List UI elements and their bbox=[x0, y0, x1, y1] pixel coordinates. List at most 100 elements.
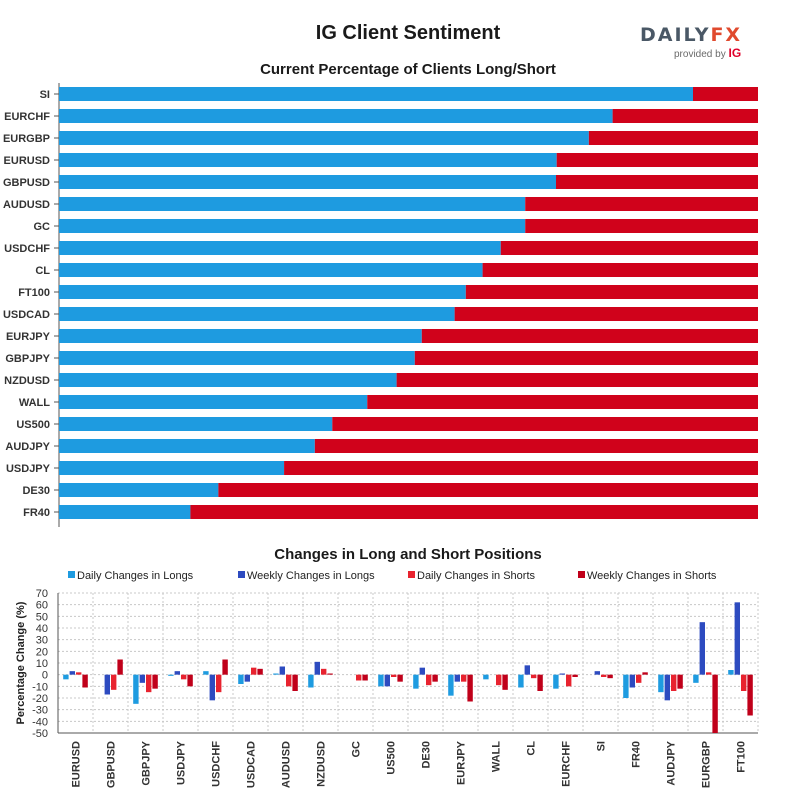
logo-word-accent: FX bbox=[710, 24, 743, 46]
bar-eurchf-s0 bbox=[553, 674, 559, 689]
bar-eurusd-s1 bbox=[69, 671, 75, 675]
chart2-xtick-label: FR40 bbox=[631, 741, 643, 768]
bar-audusd-s3 bbox=[292, 674, 298, 691]
bar-fr40-s2 bbox=[636, 674, 642, 683]
chart1-tick-label: CL bbox=[35, 265, 50, 277]
bar-eurusd-s0 bbox=[63, 674, 69, 680]
chart1-tick-label: SI bbox=[40, 89, 50, 101]
bar-gbpjpy-s3 bbox=[152, 674, 158, 689]
bar-fr40-s1 bbox=[629, 674, 635, 688]
bar-short-nzdusd bbox=[396, 373, 758, 387]
bar-nzdusd-s2 bbox=[321, 668, 327, 675]
bar-short-eurchf bbox=[612, 109, 758, 123]
legend-label: Weekly Changes in Shorts bbox=[587, 570, 717, 582]
chart2-xtick-label: GBPUSD bbox=[106, 741, 118, 788]
chart2-xtick-label: FT100 bbox=[736, 741, 748, 773]
bar-usdchf-s2 bbox=[216, 674, 222, 693]
chart1-tick-label: NZDUSD bbox=[4, 375, 50, 387]
chart1-tick-label: AUDJPY bbox=[5, 441, 50, 453]
legend-swatch bbox=[408, 571, 415, 578]
bar-ft100-s1 bbox=[734, 602, 740, 675]
chart2-ytick-label: 70 bbox=[36, 588, 48, 600]
chart2-xtick-label: CL bbox=[526, 741, 538, 756]
chart2-ytick-label: 10 bbox=[36, 658, 48, 670]
bar-short-gbpusd bbox=[555, 175, 758, 189]
chart2-ytick-label: -50 bbox=[32, 728, 48, 740]
bar-usdjpy-s2 bbox=[181, 674, 187, 680]
logo-provided-by: provided by IG bbox=[674, 46, 741, 60]
bar-short-eurjpy bbox=[421, 329, 758, 343]
bar-usdcad-s1 bbox=[244, 674, 250, 682]
bar-de30-s3 bbox=[432, 674, 438, 682]
bar-short-audjpy bbox=[314, 439, 758, 453]
chart2-title: Changes in Long and Short Positions bbox=[274, 546, 542, 563]
bar-long-usdchf bbox=[59, 241, 501, 255]
bar-usdchf-s1 bbox=[209, 674, 215, 701]
bar-gbpjpy-s0 bbox=[133, 674, 139, 704]
bar-gc-s3 bbox=[362, 674, 368, 681]
bar-short-eurusd bbox=[556, 153, 758, 167]
bar-ft100-s2 bbox=[741, 674, 747, 691]
chart2-xtick-label: GBPJPY bbox=[141, 740, 153, 785]
chart1-tick-label: USDJPY bbox=[6, 463, 51, 475]
bar-short-ft100 bbox=[465, 285, 758, 299]
bar-de30-s1 bbox=[419, 667, 425, 675]
long-short-percentage-chart: Current Percentage of Clients Long/Short… bbox=[3, 61, 759, 527]
chart2-xtick-label: US500 bbox=[386, 741, 398, 775]
chart2-ytick-label: 30 bbox=[36, 635, 48, 647]
legend-label: Daily Changes in Shorts bbox=[417, 570, 536, 582]
chart2-xtick-label: DE30 bbox=[421, 741, 433, 769]
bar-gbpusd-s2 bbox=[111, 674, 117, 690]
bar-long-us500 bbox=[59, 417, 333, 431]
chart1-tick-label: GC bbox=[34, 221, 51, 233]
bar-gbpusd-s3 bbox=[117, 659, 123, 675]
bar-audjpy-s2 bbox=[671, 674, 677, 691]
legend-swatch bbox=[68, 571, 75, 578]
bar-long-gbpusd bbox=[59, 175, 556, 189]
chart1-title: Current Percentage of Clients Long/Short bbox=[260, 61, 556, 78]
bar-usdjpy-s1 bbox=[174, 671, 180, 675]
bar-long-fr40 bbox=[59, 505, 191, 519]
bar-usdcad-s3 bbox=[257, 668, 263, 675]
bar-short-si bbox=[692, 87, 758, 101]
bar-eurusd-s2 bbox=[76, 672, 82, 675]
chart2-ytick-label: 50 bbox=[36, 611, 48, 623]
bar-audjpy-s1 bbox=[664, 674, 670, 701]
bar-audjpy-s0 bbox=[658, 674, 664, 693]
bar-nzdusd-s1 bbox=[314, 661, 320, 675]
bar-long-gbpjpy bbox=[59, 351, 415, 365]
bar-long-wall bbox=[59, 395, 368, 409]
logo-word-main: DAILY bbox=[640, 24, 711, 46]
bar-de30-s0 bbox=[413, 674, 419, 689]
bar-us500-s3 bbox=[397, 674, 403, 682]
bar-long-eurjpy bbox=[59, 329, 422, 343]
legend-swatch bbox=[238, 571, 245, 578]
chart2-xtick-label: EURUSD bbox=[71, 741, 83, 788]
bar-gbpusd-s1 bbox=[104, 674, 110, 695]
legend-label: Weekly Changes in Longs bbox=[247, 570, 375, 582]
bar-si-s1 bbox=[594, 671, 600, 675]
chart2-ytick-label: -30 bbox=[32, 705, 48, 717]
chart1-tick-label: GBPJPY bbox=[5, 353, 50, 365]
bar-short-gbpjpy bbox=[414, 351, 758, 365]
chart1-tick-label: GBPUSD bbox=[3, 177, 50, 189]
bar-long-nzdusd bbox=[59, 373, 397, 387]
chart1-tick-label: DE30 bbox=[22, 485, 50, 497]
chart1-tick-label: FT100 bbox=[18, 287, 50, 299]
bar-de30-s2 bbox=[426, 674, 432, 686]
logo-wordmark: DAILYFX bbox=[640, 24, 750, 46]
chart2-ylabel: Percentage Change (%) bbox=[15, 601, 27, 724]
bar-fr40-s3 bbox=[642, 672, 648, 675]
chart1-tick-label: WALL bbox=[19, 397, 50, 409]
bar-eurchf-s2 bbox=[566, 674, 572, 687]
bar-nzdusd-s0 bbox=[308, 674, 314, 688]
chart2-ytick-label: -10 bbox=[32, 681, 48, 693]
bar-audusd-s1 bbox=[279, 666, 285, 675]
chart2-xtick-label: NZDUSD bbox=[316, 741, 328, 787]
chart1-tick-label: AUDUSD bbox=[3, 199, 50, 211]
bar-cl-s2 bbox=[531, 674, 537, 679]
bar-eurjpy-s0 bbox=[448, 674, 454, 696]
bar-gbpjpy-s1 bbox=[139, 674, 145, 683]
bar-long-usdcad bbox=[59, 307, 455, 321]
bar-eurchf-s3 bbox=[572, 674, 578, 677]
